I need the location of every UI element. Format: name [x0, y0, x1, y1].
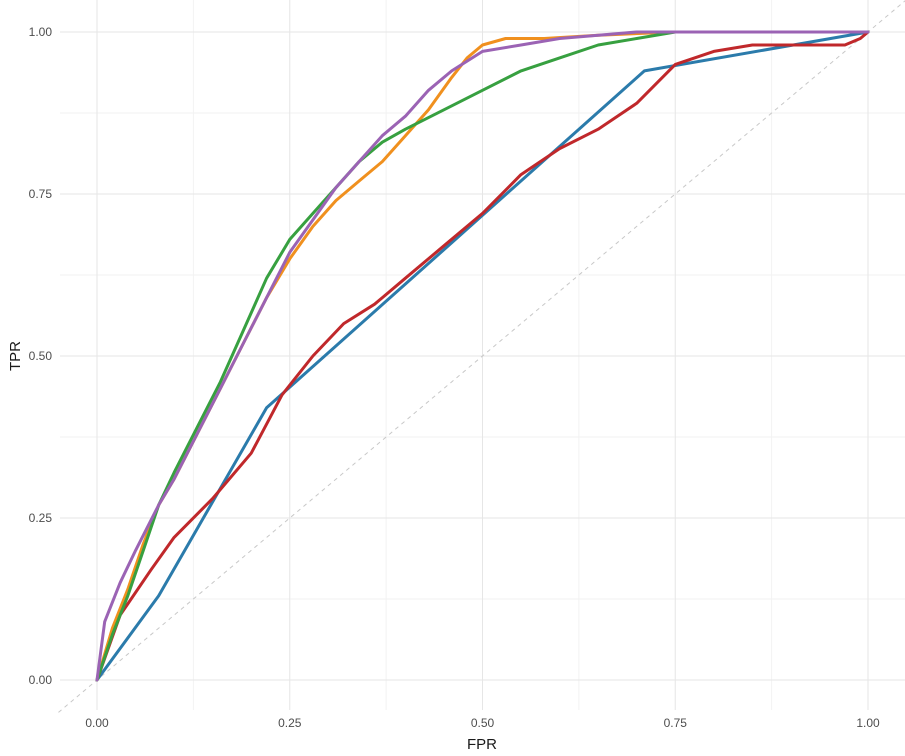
- x-tick-label: 1.00: [856, 716, 880, 730]
- y-axis-title: TPR: [7, 341, 24, 371]
- roc-curve-2: [95, 30, 870, 682]
- reference-diagonal: [58, 0, 905, 713]
- roc-curve-5: [95, 30, 870, 682]
- x-axis-title: FPR: [467, 736, 497, 753]
- grid-lines: [60, 0, 905, 710]
- tick-labels: 0.00 0.25 0.50 0.75 1.00 0.00 0.25 0.50 0.75 1.00: [29, 25, 880, 730]
- x-tick-label: 0.50: [471, 716, 495, 730]
- reference-line: [58, 0, 905, 713]
- y-tick-label: 0.50: [29, 349, 53, 363]
- y-tick-label: 1.00: [29, 25, 53, 39]
- y-tick-label: 0.75: [29, 187, 53, 201]
- x-tick-label: 0.25: [278, 716, 302, 730]
- roc-curve-1: [95, 30, 870, 682]
- y-tick-label: 0.25: [29, 511, 53, 525]
- y-tick-label: 0.00: [29, 673, 53, 687]
- x-tick-label: 0.75: [664, 716, 688, 730]
- x-tick-label: 0.00: [85, 716, 109, 730]
- roc-curves: [95, 30, 870, 682]
